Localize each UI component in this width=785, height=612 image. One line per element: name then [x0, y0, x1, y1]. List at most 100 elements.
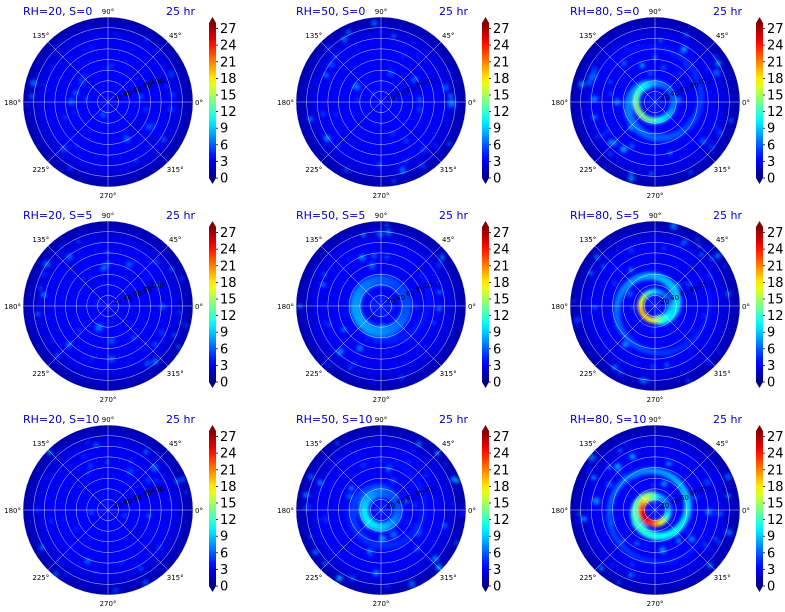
speckle [447, 141, 452, 146]
speckle [708, 144, 714, 150]
speckle [623, 534, 632, 543]
speckle [53, 571, 59, 577]
radial-tick-label: 20 [113, 94, 122, 102]
speckle [413, 504, 417, 507]
speckle [406, 458, 413, 465]
angle-tick-label: 225° [32, 370, 49, 378]
speckle [629, 143, 635, 149]
angular-gridline [320, 245, 382, 307]
radial-tick-label: 60 [406, 86, 415, 94]
colorbar-tick-label: 27 [220, 430, 237, 445]
speckle [617, 580, 621, 584]
colorbar-tick-label: 21 [493, 259, 510, 274]
radial-tick-label: 100 [697, 486, 710, 494]
colorbar-body [209, 23, 216, 178]
speckle [668, 353, 674, 359]
radial-tick-label: 40 [670, 294, 679, 302]
spiral-band [708, 521, 713, 527]
speckle [458, 510, 466, 518]
speckle [670, 460, 676, 466]
speckle [185, 490, 188, 494]
speckle [714, 537, 718, 541]
panel-time-label: 25 hr [166, 5, 195, 18]
speckle [647, 70, 653, 76]
speckle [152, 341, 159, 348]
angle-tick-label: 0° [195, 99, 203, 107]
speckle [89, 510, 94, 515]
angle-tick-label: 315° [714, 574, 731, 582]
heat-field [27, 239, 189, 367]
speckle [344, 168, 348, 172]
speckle [425, 38, 429, 42]
speckle [152, 131, 159, 137]
angle-tick-label: 45° [169, 32, 181, 40]
speckle [605, 121, 609, 126]
angle-tick-label: 225° [579, 370, 596, 378]
colorbar-tick-label: 27 [767, 430, 784, 445]
colorbar-tick-label: 6 [493, 342, 501, 357]
colorbar-tick-label: 9 [220, 122, 228, 137]
colorbar-tick-label: 0 [767, 580, 775, 595]
speckle [610, 563, 615, 568]
radial-tick-label: 100 [423, 78, 436, 86]
angle-tick-label: 0° [195, 507, 203, 515]
speckle [390, 531, 398, 539]
spiral-band [709, 517, 714, 523]
radial-tick-label: 100 [423, 282, 436, 290]
angle-tick-label: 180° [277, 99, 294, 107]
spiral-band [711, 501, 716, 506]
angular-gridline [380, 41, 442, 103]
speckle [320, 111, 326, 117]
speckle [361, 233, 366, 238]
speckle [622, 341, 629, 348]
speckle [165, 84, 168, 88]
angle-tick-label: 0° [468, 507, 476, 515]
speckle [46, 449, 53, 456]
angle-tick-label: 135° [32, 440, 49, 448]
colorbar-tick-label: 9 [493, 122, 501, 137]
speckle [99, 111, 107, 119]
speckle [578, 81, 586, 88]
speckle [633, 573, 638, 578]
panel-time-label: 25 hr [439, 413, 468, 426]
colorbar-tick-label: 0 [493, 580, 501, 595]
speckle [369, 226, 377, 234]
speckle [57, 565, 61, 568]
speckle [349, 486, 354, 491]
angular-gridline [107, 509, 169, 571]
speckle [83, 490, 87, 493]
angle-tick-label: 315° [440, 370, 457, 378]
angular-gridline [654, 305, 716, 367]
radial-tick-label: 100 [423, 486, 436, 494]
speckle [93, 442, 99, 448]
colorbar-extend-min [756, 586, 763, 592]
spiral-band [696, 542, 701, 547]
spiral-band [321, 516, 326, 522]
speckle [686, 529, 692, 534]
colorbar-tick-label: 18 [220, 480, 237, 495]
speckle [660, 65, 666, 70]
speckle [142, 579, 149, 586]
colorbar-tick-label: 15 [767, 89, 784, 104]
panel-title: RH=50, S=0 [296, 5, 365, 18]
speckle [307, 473, 315, 481]
speckle [705, 508, 712, 516]
speckle [152, 135, 156, 140]
radial-tick-label: 60 [133, 86, 142, 94]
speckle [717, 350, 722, 355]
speckle [180, 476, 186, 482]
radial-tick-label: 20 [113, 502, 122, 510]
angular-gridline [47, 509, 109, 571]
angle-tick-label: 45° [169, 236, 181, 244]
speckle [372, 382, 375, 385]
speckle [112, 587, 120, 594]
colorbar-tick-label: 3 [767, 155, 775, 170]
speckle [122, 513, 127, 518]
panel-title: RH=80, S=5 [570, 209, 639, 222]
angle-tick-label: 180° [277, 303, 294, 311]
speckle [714, 71, 719, 76]
colorbar-tick-label: 15 [493, 89, 510, 104]
